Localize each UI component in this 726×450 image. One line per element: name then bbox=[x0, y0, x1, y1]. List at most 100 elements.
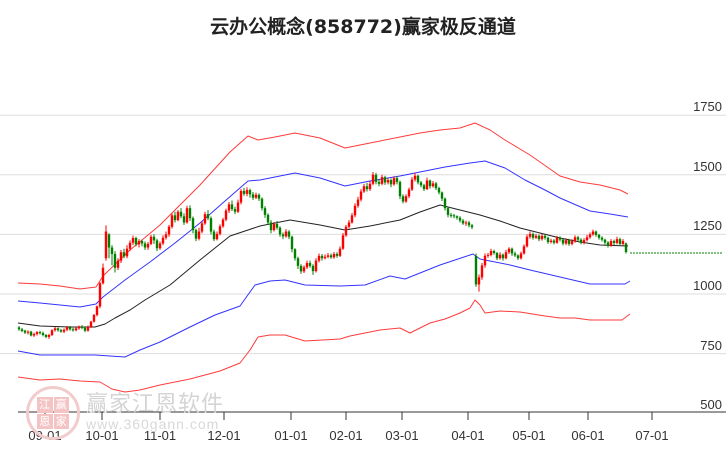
candle-body bbox=[173, 215, 177, 221]
candle-body bbox=[434, 183, 438, 189]
candle-body bbox=[579, 239, 583, 243]
candle-body bbox=[251, 194, 255, 198]
x-tick-label: 03-01 bbox=[385, 428, 419, 443]
candle-body bbox=[239, 191, 243, 203]
candle-body bbox=[164, 234, 168, 238]
candle-body bbox=[263, 208, 267, 215]
x-tick-label: 04-01 bbox=[451, 428, 485, 443]
x-tick-label: 07-01 bbox=[635, 428, 669, 443]
candle-body bbox=[140, 241, 144, 244]
candle-body bbox=[609, 241, 613, 246]
candle-body bbox=[371, 174, 375, 184]
candle-body bbox=[537, 235, 541, 240]
candle-body bbox=[68, 327, 72, 330]
x-tick-label: 01-01 bbox=[274, 428, 308, 443]
candle-body bbox=[134, 237, 138, 245]
candle-body bbox=[257, 194, 261, 199]
candle-body bbox=[540, 235, 544, 240]
candle-body bbox=[77, 326, 81, 329]
candle-body bbox=[281, 234, 285, 237]
candle-body bbox=[461, 220, 465, 224]
candle-body bbox=[89, 321, 93, 327]
candle-body bbox=[242, 191, 246, 194]
outer_upper-line bbox=[17, 122, 629, 290]
candle-body bbox=[377, 181, 381, 184]
candle-body bbox=[218, 226, 222, 234]
candle-body bbox=[591, 231, 595, 235]
candle-body bbox=[179, 211, 183, 217]
candle-body bbox=[110, 247, 114, 254]
candle-body bbox=[561, 239, 565, 244]
candle-body bbox=[143, 243, 147, 248]
candle-body bbox=[62, 329, 66, 332]
candle-body bbox=[534, 235, 538, 238]
candle-body bbox=[624, 243, 628, 253]
candle-body bbox=[419, 182, 423, 186]
candle-body bbox=[203, 214, 207, 224]
candle-body bbox=[47, 335, 51, 337]
seal-char: 赢 bbox=[53, 397, 69, 413]
candle-body bbox=[158, 243, 162, 249]
candle-body bbox=[543, 235, 547, 238]
candle-body bbox=[495, 252, 499, 259]
candle-body bbox=[176, 211, 180, 221]
candle-body bbox=[401, 196, 405, 202]
candle-body bbox=[254, 194, 258, 198]
candle-body bbox=[71, 329, 75, 331]
candle-body bbox=[146, 243, 150, 248]
seal-char: 家 bbox=[53, 413, 69, 429]
candle-body bbox=[29, 331, 33, 336]
candle-body bbox=[513, 253, 517, 256]
candle-body bbox=[131, 237, 135, 243]
candle-body bbox=[95, 306, 99, 315]
candle-body bbox=[531, 233, 535, 238]
candle-body bbox=[86, 326, 90, 331]
candle-body bbox=[359, 191, 363, 200]
candle-body bbox=[125, 248, 129, 257]
candle-body bbox=[191, 218, 195, 231]
candle-body bbox=[510, 248, 514, 254]
candle-body bbox=[170, 215, 174, 227]
candle-body bbox=[293, 249, 297, 259]
candle-body bbox=[618, 239, 622, 244]
inner_upper-line bbox=[17, 160, 629, 308]
candle-body bbox=[440, 192, 444, 199]
candle-body bbox=[362, 186, 366, 192]
candle-body bbox=[621, 241, 625, 244]
candle-body bbox=[573, 237, 577, 242]
candle-body bbox=[386, 180, 390, 183]
y-tick-label: 500 bbox=[700, 397, 722, 413]
candle-body bbox=[570, 241, 574, 244]
candle-body bbox=[567, 240, 571, 244]
candle-body bbox=[489, 251, 493, 255]
candle-body bbox=[507, 248, 511, 253]
candle-body bbox=[353, 205, 357, 216]
candle-body bbox=[296, 258, 300, 266]
candle-body bbox=[603, 239, 607, 243]
candle-body bbox=[464, 222, 468, 224]
candle-body bbox=[308, 263, 312, 266]
candle-body bbox=[501, 254, 505, 259]
candle-body bbox=[323, 256, 327, 259]
inner_lower-line bbox=[17, 253, 631, 358]
candle-body bbox=[155, 240, 159, 249]
candle-body bbox=[492, 251, 496, 253]
candle-body bbox=[38, 332, 42, 334]
candle-body bbox=[35, 332, 39, 335]
candle-body bbox=[161, 237, 165, 244]
candle-body bbox=[332, 253, 336, 258]
candle-body bbox=[317, 255, 321, 261]
candle-body bbox=[383, 177, 387, 183]
candle-body bbox=[233, 209, 237, 212]
candle-body bbox=[101, 267, 105, 284]
candle-body bbox=[558, 237, 562, 240]
watermark-brand: 赢家江恩软件 bbox=[86, 392, 225, 417]
candle-body bbox=[431, 183, 435, 187]
candle-body bbox=[92, 314, 96, 322]
candle-body bbox=[44, 335, 48, 337]
candle-body bbox=[236, 202, 240, 212]
candle-body bbox=[374, 174, 378, 182]
candle-body bbox=[53, 328, 57, 331]
candle-body bbox=[260, 198, 264, 209]
